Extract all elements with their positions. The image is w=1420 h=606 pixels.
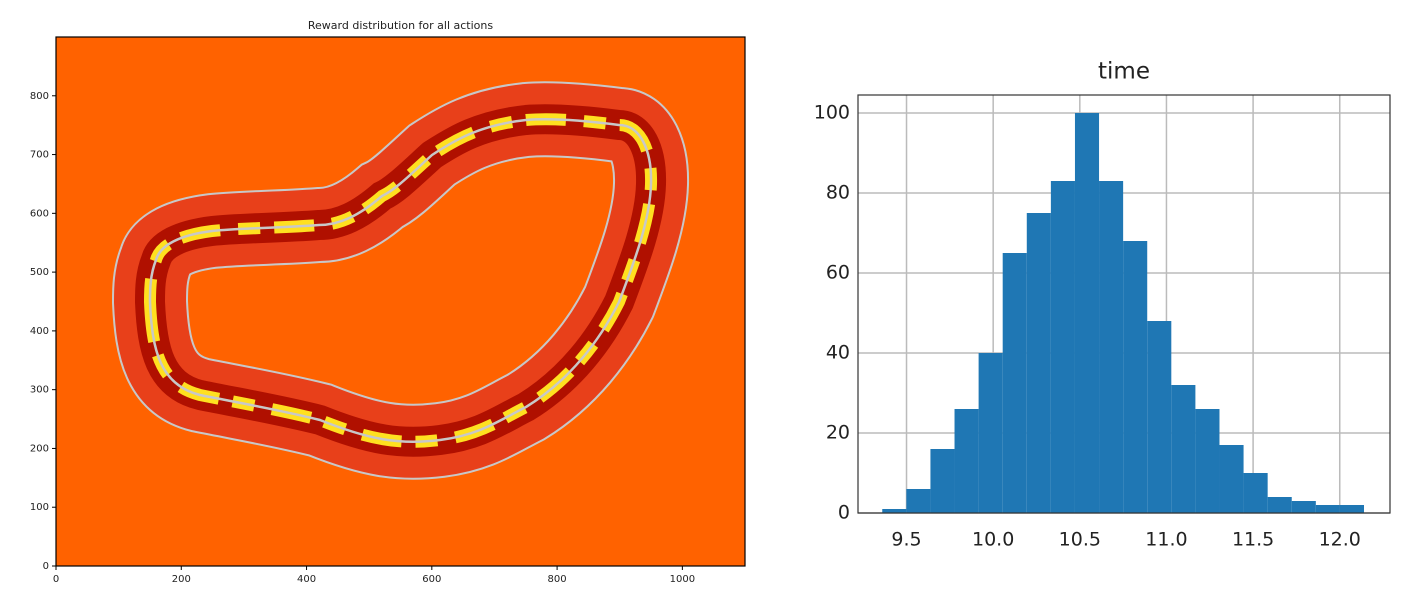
bar <box>906 489 931 513</box>
x-tick-label: 600 <box>422 574 441 585</box>
x-tick-label: 10.0 <box>972 529 1014 551</box>
chart-title: time <box>1098 59 1150 85</box>
x-tick-label: 200 <box>172 574 191 585</box>
x-tick-label: 12.0 <box>1319 529 1361 551</box>
y-tick-label: 0 <box>43 561 49 572</box>
track-centerline <box>148 118 653 444</box>
y-tick-label: 100 <box>30 502 49 513</box>
bar <box>1147 321 1172 513</box>
bar <box>1074 113 1100 513</box>
y-tick-label: 800 <box>30 91 49 102</box>
x-tick-label: 800 <box>548 574 567 585</box>
bar <box>1243 473 1268 513</box>
bar <box>1002 253 1027 513</box>
y-tick-label: 400 <box>30 326 49 337</box>
bar <box>1123 241 1148 513</box>
y-tick-label: 600 <box>30 208 49 219</box>
y-tick-label: 300 <box>30 385 49 396</box>
bar <box>1267 497 1292 513</box>
track <box>111 81 690 480</box>
y-tick-label: 20 <box>826 422 850 444</box>
bar <box>1171 385 1196 513</box>
x-tick-label: 0 <box>53 574 59 585</box>
y-tick-label: 700 <box>30 150 49 161</box>
bar <box>1339 505 1365 513</box>
x-tick-label: 11.5 <box>1232 529 1274 551</box>
bar <box>978 353 1003 513</box>
bar <box>1219 445 1244 513</box>
chart-title: Reward distribution for all actions <box>308 19 493 32</box>
y-tick-label: 0 <box>838 502 850 524</box>
bar <box>1195 409 1220 513</box>
x-tick-label: 9.5 <box>891 529 921 551</box>
y-tick-label: 100 <box>814 102 850 124</box>
bar <box>1291 501 1316 513</box>
axes-frame <box>55 36 746 567</box>
bar <box>1099 181 1124 513</box>
y-tick-label: 500 <box>30 267 49 278</box>
y-tick-label: 200 <box>30 443 49 454</box>
x-tick-label: 1000 <box>670 574 695 585</box>
x-tick-label: 400 <box>297 574 316 585</box>
bar <box>882 509 907 513</box>
bar <box>1050 181 1075 513</box>
y-tick-label: 80 <box>826 182 850 204</box>
x-tick-label: 10.5 <box>1059 529 1101 551</box>
y-tick-label: 60 <box>826 262 850 284</box>
x-tick-label: 11.0 <box>1145 529 1187 551</box>
bar <box>930 449 955 513</box>
bar <box>1026 213 1051 513</box>
y-tick-label: 40 <box>826 342 850 364</box>
axes-frame <box>857 94 1391 514</box>
bar <box>1315 505 1340 513</box>
bar <box>954 409 979 513</box>
